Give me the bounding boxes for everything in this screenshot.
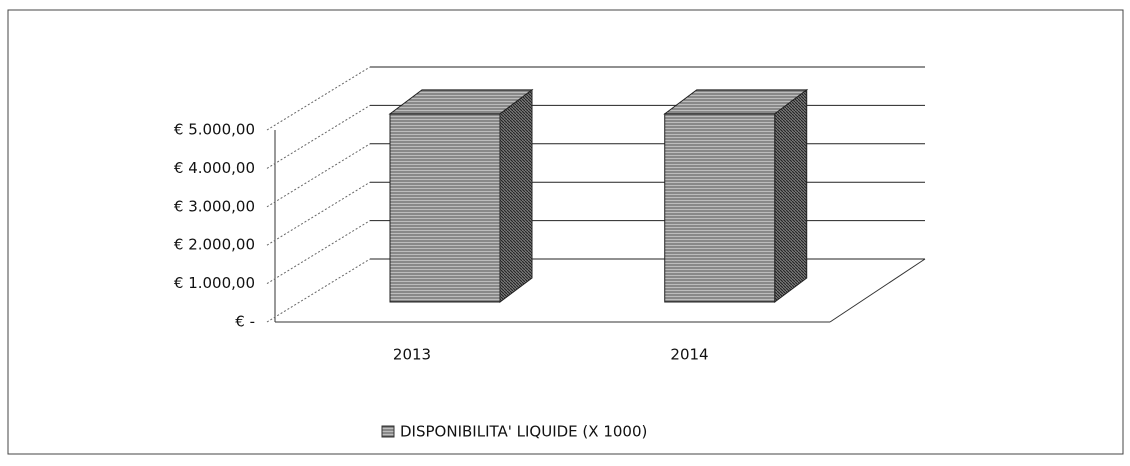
bar-side: [774, 88, 808, 303]
tick-line: [266, 66, 371, 131]
tick-line: [266, 143, 371, 208]
y-tick-label: € 5.000,00: [174, 121, 255, 139]
legend-label: DISPONIBILITA' LIQUIDE (X 1000): [400, 423, 647, 441]
y-tick-label: € 2.000,00: [174, 236, 255, 254]
chart-border: [7, 9, 1124, 455]
legend-swatch: [381, 425, 395, 438]
bar: [664, 113, 776, 303]
floor-side: [829, 258, 926, 323]
bar-side: [499, 88, 533, 303]
bar: [389, 113, 501, 303]
y-tick-label: € 3.000,00: [174, 197, 255, 215]
y-tick-label: € 4.000,00: [174, 159, 255, 177]
tick-line: [266, 258, 371, 323]
tick-line: [266, 104, 371, 169]
y-tick-label: € -: [235, 313, 255, 331]
y-tick-label: € 1.000,00: [174, 274, 255, 292]
x-tick-label: 2013: [393, 346, 431, 364]
tick-line: [266, 181, 371, 246]
x-tick-label: 2014: [670, 346, 708, 364]
tick-line: [266, 220, 371, 285]
